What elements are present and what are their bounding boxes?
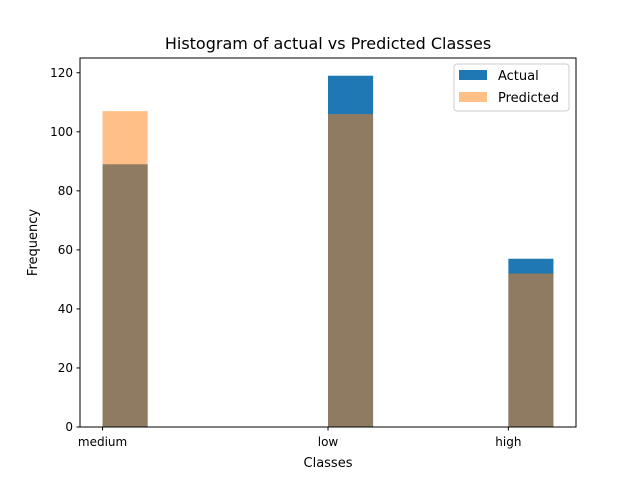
y-axis-label: Frequency (26, 209, 41, 276)
y-tick-label: 40 (58, 302, 73, 316)
y-axis: 0 20 40 60 80 100 120 (50, 66, 80, 434)
legend: Actual Predicted (453, 63, 570, 112)
plot-frame (79, 57, 577, 428)
x-tick-label: medium (78, 435, 127, 449)
x-axis-label: Classes (304, 456, 353, 471)
y-tick-label: 20 (58, 361, 73, 375)
x-tick-label: high (495, 435, 521, 449)
x-tick-label: low (318, 435, 339, 449)
x-axis: medium low high (78, 427, 521, 449)
chart-title: Histogram of actual vs Predicted Classes (165, 34, 491, 53)
y-tick-label: 80 (58, 184, 73, 198)
y-tick-label: 120 (50, 66, 73, 80)
legend-swatch-actual (459, 70, 487, 80)
bar-predicted-high (508, 273, 554, 427)
bar-predicted-medium (102, 111, 148, 428)
y-tick-label: 60 (58, 243, 73, 257)
legend-swatch-predicted (459, 92, 487, 102)
bar-predicted-low (328, 114, 374, 427)
legend-label-predicted: Predicted (498, 91, 559, 106)
plot-bars (102, 75, 554, 428)
y-tick-label: 0 (65, 420, 73, 434)
y-tick-label: 100 (50, 125, 73, 139)
legend-label-actual: Actual (498, 69, 539, 84)
